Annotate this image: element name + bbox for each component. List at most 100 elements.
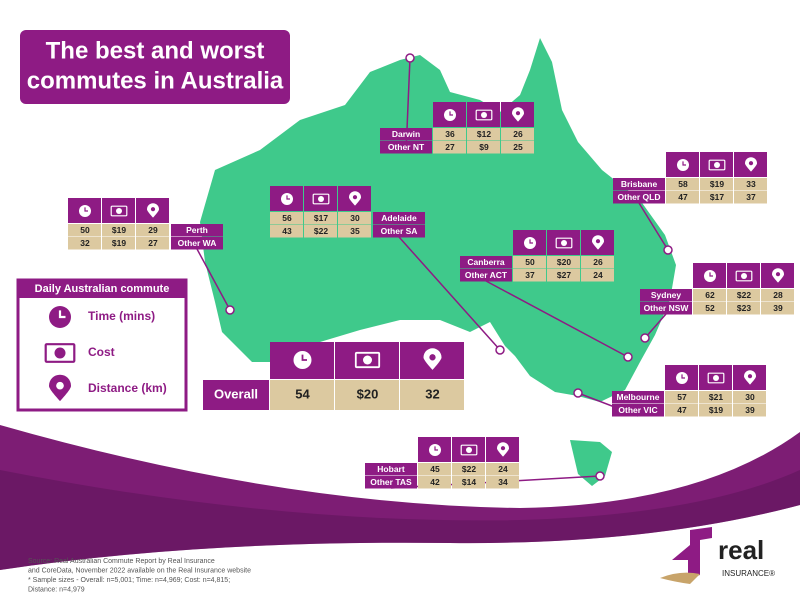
value-cell (102, 237, 135, 250)
value: $9 (479, 142, 489, 152)
cash-coin (318, 196, 324, 202)
value: 27 (445, 142, 455, 152)
value: 42 (430, 477, 440, 487)
value: 37 (746, 192, 756, 202)
place-name: Other ACT (465, 270, 508, 280)
value-cell (700, 191, 733, 204)
place-name: Brisbane (621, 179, 658, 189)
overall-value-cell (400, 380, 464, 410)
value-cell (513, 269, 546, 282)
cash-icon (707, 372, 725, 384)
value: 28 (773, 290, 783, 300)
value-cell (727, 289, 760, 302)
overall-value-cell (335, 380, 399, 410)
pin-hole (429, 354, 436, 361)
value: 43 (282, 226, 292, 236)
brand-name: real (718, 535, 764, 565)
value: 50 (525, 257, 535, 267)
place-cell (640, 289, 692, 302)
value: 24 (593, 270, 603, 280)
leader-line (644, 313, 667, 339)
pin-hole (595, 239, 601, 244)
value-cell (304, 212, 337, 225)
value-cell (693, 302, 726, 315)
value-cell (581, 256, 614, 269)
place-name: Other NSW (644, 303, 690, 313)
australia-mainland (200, 38, 676, 402)
overall-label-cell (203, 380, 269, 410)
value: $17 (314, 213, 328, 223)
value: 58 (678, 179, 688, 189)
value-cell (733, 404, 766, 417)
value-cell (734, 191, 767, 204)
cash-icon (354, 351, 381, 369)
value-cell (418, 476, 451, 489)
value-cell (338, 212, 371, 225)
place-name: Perth (186, 225, 208, 235)
source-note: and CoreData, November 2022 available on… (28, 567, 251, 574)
value: 47 (677, 405, 687, 415)
cash-icon (460, 444, 478, 456)
value: 32 (80, 238, 90, 248)
clock-hands (449, 111, 453, 116)
value: 24 (498, 464, 508, 474)
source-note: Source: Real Australian Commute Report b… (28, 558, 215, 565)
clock-hands (682, 161, 686, 166)
brand-mark (672, 527, 712, 578)
value: 33 (746, 179, 756, 189)
value: 25 (513, 142, 523, 152)
value: 62 (705, 290, 715, 300)
cash-coin (481, 112, 487, 118)
value-cell (733, 391, 766, 404)
value: 47 (678, 192, 688, 202)
value: 56 (282, 213, 292, 223)
value-cell (761, 302, 794, 315)
value-cell (102, 224, 135, 237)
value-cell (699, 391, 732, 404)
value: 35 (350, 226, 360, 236)
value-cell (467, 128, 500, 141)
value-cell (270, 212, 303, 225)
location-dot (640, 333, 650, 343)
cash-icon (312, 193, 330, 205)
pin-hole (56, 381, 64, 390)
legend-item: Cost (88, 345, 115, 359)
source-note: * Sample sizes - Overall: n=5,001; Time:… (28, 577, 230, 584)
clock-hands (434, 446, 438, 451)
value-cell (547, 269, 580, 282)
title: commutes in Australia (27, 67, 284, 94)
swoosh-shade (0, 470, 800, 570)
value: 57 (677, 392, 687, 402)
value: $19 (112, 238, 126, 248)
cash-coin (714, 162, 720, 168)
place-name: Hobart (377, 464, 405, 474)
value: 36 (445, 129, 455, 139)
pin-hole (747, 374, 753, 379)
value-cell (700, 178, 733, 191)
value: 30 (745, 392, 755, 402)
clock-hands (529, 239, 533, 244)
value: 39 (745, 405, 755, 415)
value: 39 (773, 303, 783, 313)
place-cell (460, 256, 512, 269)
place-cell (373, 225, 425, 238)
location-dot (225, 305, 235, 315)
value-cell (547, 256, 580, 269)
value: 52 (705, 303, 715, 313)
value-cell (136, 237, 169, 250)
location-dot (405, 53, 415, 63)
cash-icon (44, 343, 76, 363)
place-cell (613, 178, 665, 191)
value: 30 (350, 213, 360, 223)
value-cell (581, 269, 614, 282)
legend-item: Distance (km) (88, 381, 167, 395)
brand-tagline: INSURANCE® (722, 569, 775, 578)
pin-hole (775, 272, 781, 277)
location-dot (495, 345, 505, 355)
title-box (20, 30, 290, 104)
content: Time (mins) Cost Distance (km) Darwin 36 $12 2… (28, 53, 794, 593)
overall-value: $20 (357, 386, 379, 401)
leader-line (485, 280, 629, 358)
place-cell (365, 476, 417, 489)
